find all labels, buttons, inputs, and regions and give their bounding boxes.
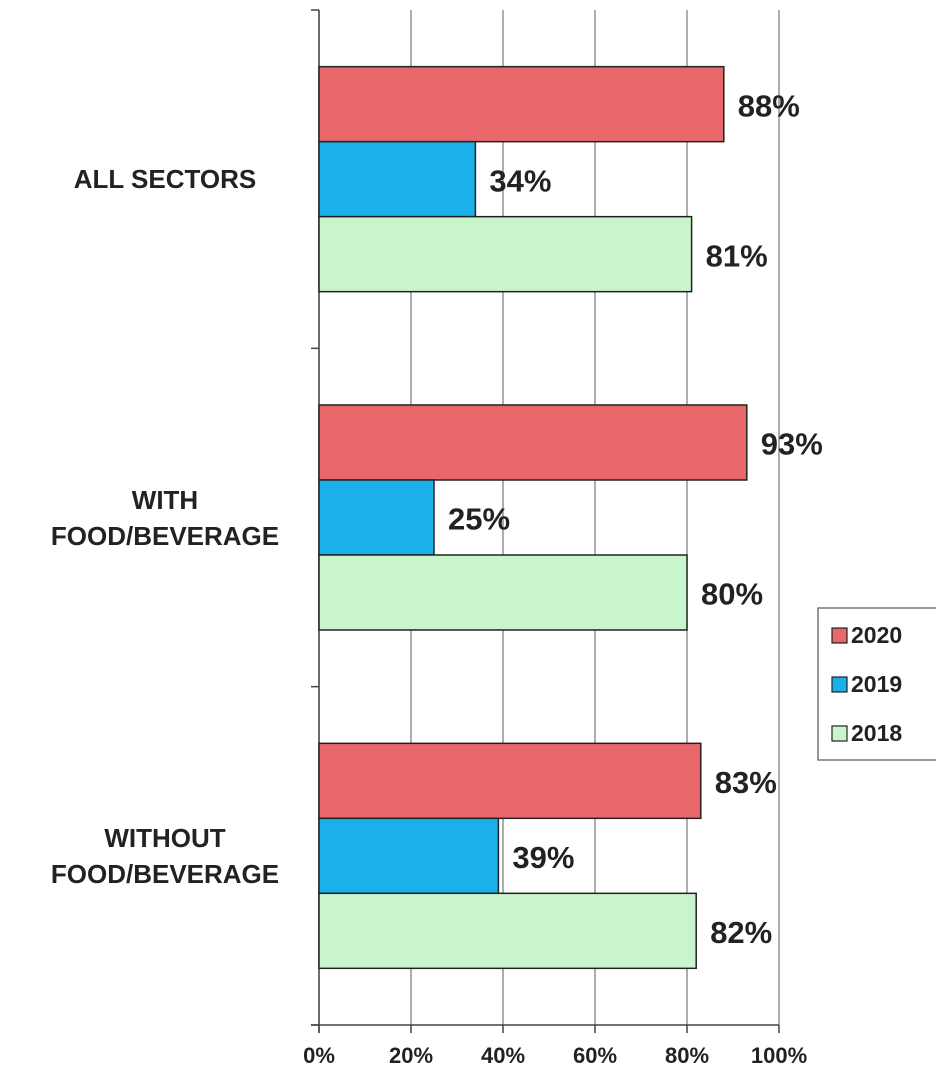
x-tick-label: 60%	[573, 1043, 617, 1068]
bar	[318, 742, 702, 820]
data-label: 80%	[701, 577, 763, 612]
bar	[318, 140, 477, 218]
legend-label: 2020	[851, 622, 902, 648]
bar	[318, 479, 435, 556]
data-label: 82%	[710, 915, 772, 950]
bar	[318, 817, 500, 895]
data-label: 93%	[761, 427, 823, 462]
x-tick-label: 0%	[303, 1043, 335, 1068]
bar	[318, 892, 697, 970]
bar	[318, 554, 688, 631]
y-tick-label: WITHOUT FOOD/BEVERAGE	[50, 822, 280, 889]
legend-swatch	[831, 676, 848, 693]
data-label: 34%	[489, 163, 551, 198]
y-tick-label: WITH FOOD/BEVERAGE	[50, 484, 280, 551]
y-tick-label: ALL SECTORS	[73, 164, 257, 195]
data-label: 83%	[715, 765, 777, 800]
data-label: 39%	[512, 840, 574, 875]
legend-label: 2018	[851, 720, 902, 746]
x-tick-label: 80%	[665, 1043, 709, 1068]
legend-swatch	[831, 627, 848, 644]
data-label: 25%	[448, 502, 510, 537]
bar	[318, 65, 725, 143]
x-tick-label: 20%	[389, 1043, 433, 1068]
data-label: 88%	[738, 88, 800, 123]
data-label: 81%	[706, 238, 768, 273]
x-tick-label: 40%	[481, 1043, 525, 1068]
legend-swatch	[831, 725, 848, 742]
bar	[318, 215, 693, 293]
legend-label: 2019	[851, 671, 902, 697]
x-tick-label: 100%	[751, 1043, 807, 1068]
bar	[318, 404, 748, 481]
